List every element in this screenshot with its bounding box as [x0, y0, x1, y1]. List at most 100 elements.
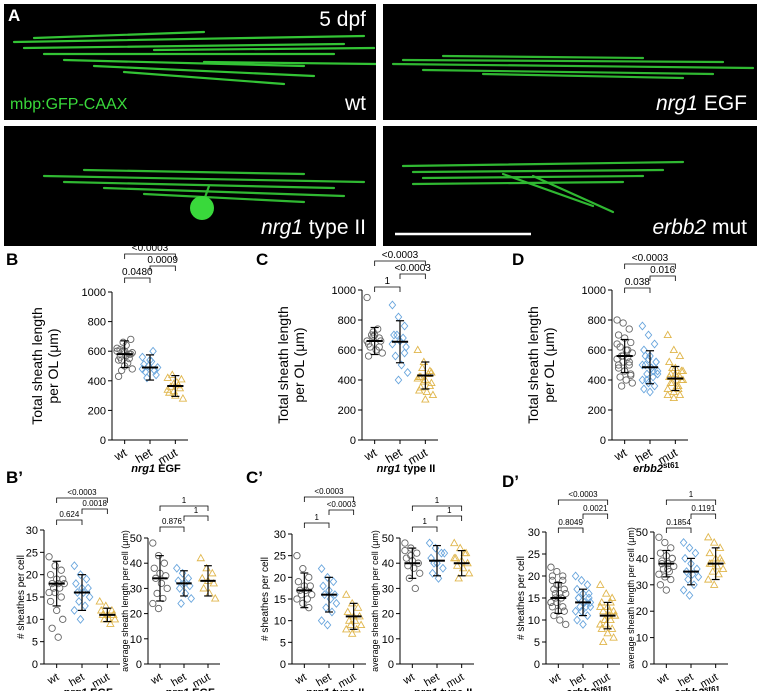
data-point [619, 319, 627, 327]
data-point [57, 566, 65, 574]
data-point [601, 589, 611, 597]
y-tick-label: 10 [636, 633, 648, 645]
y-tick-label: 0 [534, 659, 540, 671]
x-tick-label: wt [148, 671, 164, 687]
data-point [650, 381, 659, 391]
data-point [154, 604, 163, 613]
data-point [428, 568, 437, 578]
allele-name: EGF [155, 463, 181, 475]
data-point [411, 584, 419, 593]
y-tick-label: 30 [274, 529, 286, 541]
data-point [299, 599, 307, 607]
data-point [627, 338, 635, 347]
data-point [551, 589, 560, 598]
data-point [119, 338, 127, 346]
data-point [663, 330, 673, 339]
p-value-label: 0.0480 [122, 267, 153, 278]
y-tick-label: 600 [338, 345, 356, 357]
data-point [319, 581, 327, 591]
allele-superscript: st61 [704, 685, 721, 691]
data-point [163, 385, 173, 393]
y-tick-label: 20 [26, 570, 38, 582]
data-point [434, 573, 443, 583]
data-point [422, 387, 432, 396]
data-point [76, 614, 85, 624]
y-tick-label: 800 [88, 317, 106, 329]
y-tick-label: 200 [88, 405, 106, 417]
data-point [366, 343, 374, 351]
data-point [72, 579, 80, 589]
y-tick-label: 400 [88, 376, 106, 388]
data-point [560, 607, 568, 615]
gene-name: nrg1 [655, 92, 698, 115]
data-point [437, 548, 446, 558]
comparison-bracket [624, 263, 676, 269]
data-point [163, 584, 171, 593]
data-point [614, 361, 623, 369]
data-point [548, 576, 557, 585]
y-tick-label: 0 [642, 659, 648, 671]
data-point [375, 343, 383, 351]
comparison-bracket [557, 527, 584, 533]
y-tick-label: 5 [280, 637, 286, 649]
panel-label-d: D [512, 250, 525, 269]
data-point [114, 372, 123, 381]
y-tick-label: 15 [26, 592, 38, 604]
data-point [51, 562, 59, 570]
micrograph-nrg1-egf: nrg1 EGF [383, 4, 757, 120]
comparison-bracket [374, 260, 426, 266]
timepoint-label: 5 dpf [319, 8, 366, 31]
data-point [653, 369, 662, 379]
data-point [196, 553, 206, 562]
allele-name: type II [330, 687, 365, 691]
allele-name: type II [438, 687, 473, 691]
data-point [413, 549, 421, 557]
y-tick-label: 200 [588, 405, 606, 417]
y-tick-label: 0 [32, 659, 38, 671]
y-tick-label: 800 [588, 315, 606, 327]
data-point [547, 563, 555, 571]
data-point [440, 548, 449, 558]
y-tick-label: 0 [100, 435, 106, 447]
gene-name: erbb2 [652, 216, 707, 239]
comparison-bracket [665, 527, 692, 533]
gene-name: nrg1 [306, 687, 330, 691]
p-value-label: 0.624 [59, 510, 80, 519]
y-tick-label: 800 [338, 315, 356, 327]
y-tick-label: 20 [130, 609, 142, 621]
comparison-bracket [124, 277, 151, 283]
data-point [317, 616, 326, 626]
x-axis-label: nrg1 type II [377, 463, 436, 475]
p-value-label: 1 [435, 496, 440, 505]
data-point [693, 564, 701, 574]
data-point [643, 369, 651, 379]
data-point [573, 615, 581, 625]
data-point [185, 581, 194, 591]
y-tick-label: 30 [26, 525, 38, 537]
data-point [454, 573, 463, 582]
data-point [328, 607, 336, 617]
data-point [59, 615, 67, 623]
y-axis-label: # sheathes per cell [260, 557, 271, 641]
data-point [678, 366, 688, 375]
panel-label-b-prime: B’ [6, 468, 23, 487]
panel-label-d-prime: D’ [502, 472, 519, 491]
data-point [184, 573, 193, 583]
comparison-bracket [303, 522, 330, 528]
y-tick-label: 40 [382, 558, 394, 570]
data-point [157, 579, 166, 588]
data-point [46, 597, 55, 606]
allele-name: mut [706, 216, 747, 239]
y-tick-label: 5 [534, 637, 540, 649]
x-axis-label: nrg1 EGF [131, 463, 181, 475]
data-point [562, 620, 570, 629]
data-point [675, 390, 685, 399]
data-point [580, 597, 589, 607]
data-point [650, 339, 659, 349]
axon-sheaths-image [391, 54, 755, 80]
data-point [627, 370, 635, 378]
x-tick-label: wt [400, 671, 416, 687]
data-point [661, 538, 669, 547]
data-point [571, 571, 580, 581]
